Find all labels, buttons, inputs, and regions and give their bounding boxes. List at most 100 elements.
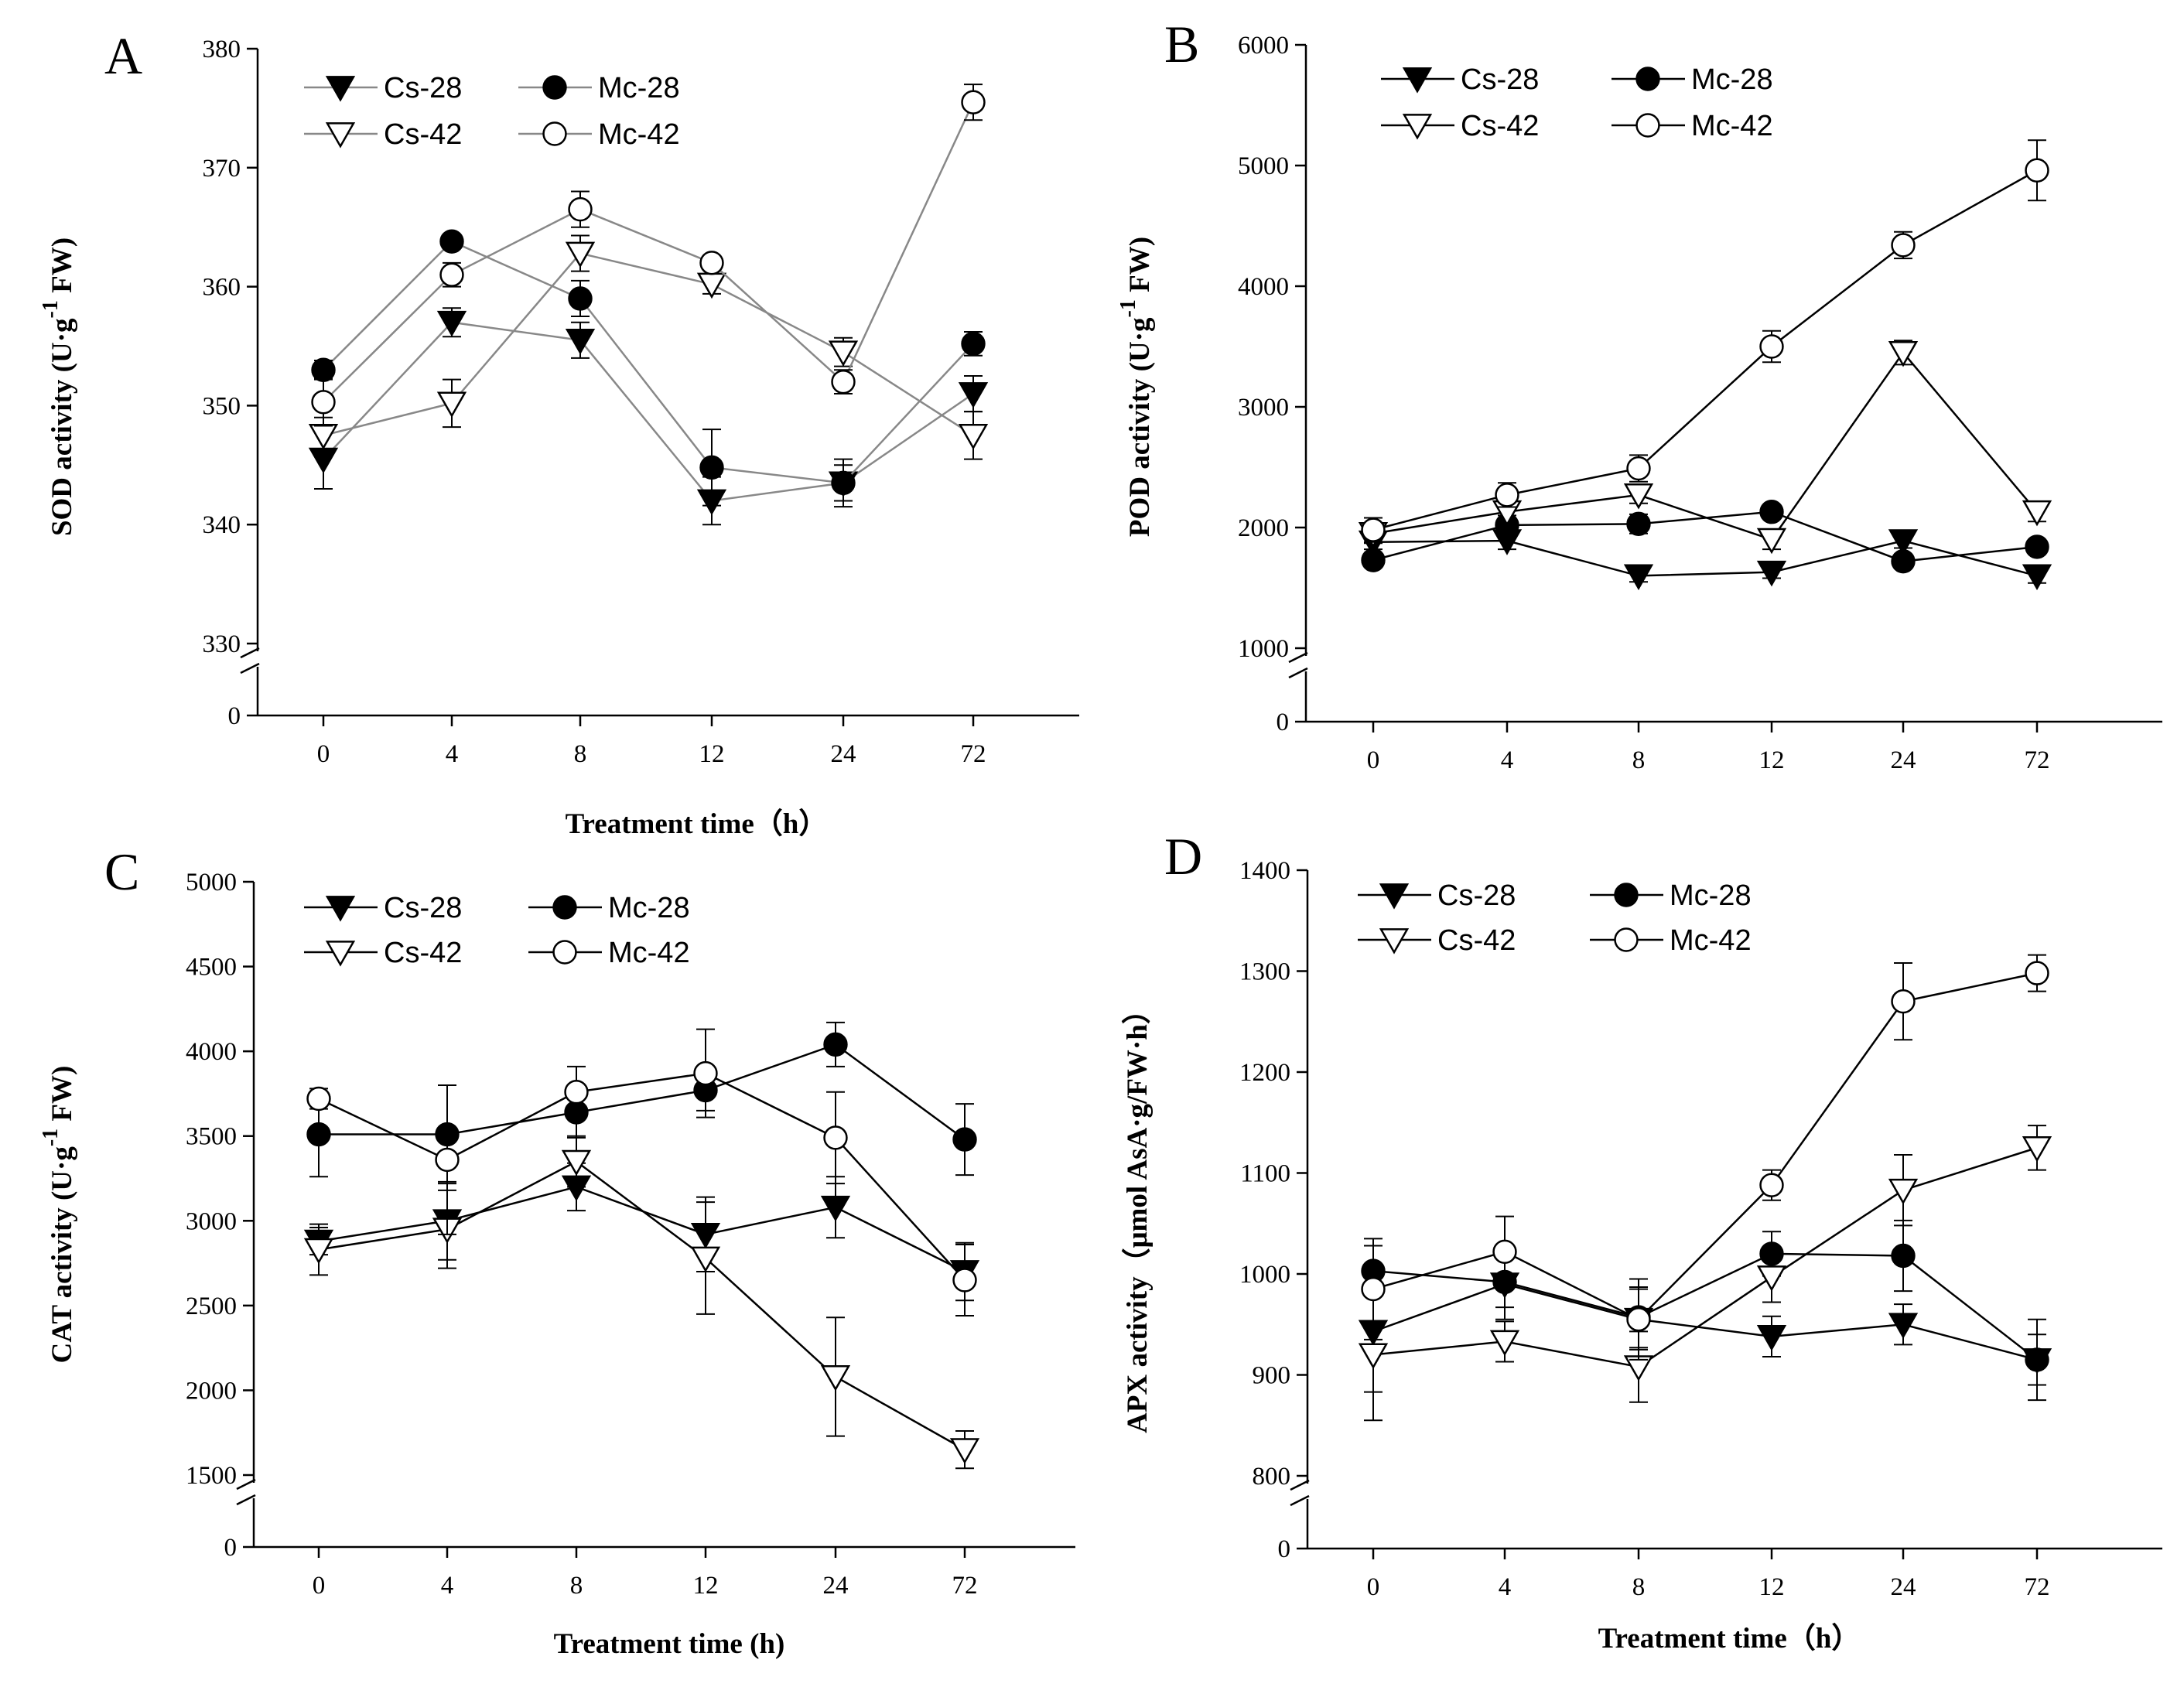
data-point [303,1238,334,1265]
y-axis-title-sup: -1 [39,300,63,318]
axes: 0 1500 2000 2500 3000 3500 4000 4500 5000 0 4 8 12 24… [186,869,1075,1600]
panel-letter: D [1164,827,1202,886]
data-point [1759,1173,1784,1197]
y-tick-label: 0 [224,1534,238,1562]
legend-item-Cs-42: Cs-42 [304,937,462,969]
series-line [1372,169,2038,531]
axis-break-mark [1290,1479,1310,1491]
axis-break-mark [1288,651,1308,664]
y-axis-title-sup: -1 [1116,299,1140,317]
data-point [831,369,856,394]
x-tick-label: 0 [1367,746,1380,774]
legend-label: Cs-42 [384,118,462,151]
y-axis-title-tail: FW) [46,1066,78,1129]
data-point [952,1127,977,1152]
data-point [690,1246,721,1273]
y-tick-label: 380 [203,36,241,63]
legend-item-Mc-42: Mc-42 [1590,924,1752,957]
legend-label: Mc-28 [1691,63,1773,96]
data-point [435,1147,460,1173]
data-point [1756,560,1787,587]
y-tick-label: 1500 [186,1462,237,1490]
series-line [1372,1252,2038,1361]
y-tick-label: 1000 [1239,1261,1290,1289]
y-tick-label: 0 [1278,1535,1291,1563]
legend: Cs-28 Mc-28 Cs-42 Mc-42 [304,72,680,151]
legend-item-Mc-42: Mc-42 [1612,110,1773,142]
data-point [958,382,989,408]
series-line [319,1043,966,1141]
data-point [1891,548,1916,574]
data-point [2022,500,2052,527]
data-point [1888,1313,1919,1339]
data-point [1756,528,1787,555]
legend-marker [542,121,567,146]
y-tick-label: 3000 [186,1207,237,1235]
data-point [1626,511,1651,537]
panel-letter: C [104,842,139,901]
data-point [1626,456,1651,481]
series-Mc-42 [311,84,986,427]
legend: Cs-28 Mc-28 Cs-42 Mc-42 [1381,63,1773,142]
y-tick-label: 0 [1277,709,1290,736]
series-line [323,101,975,403]
legend-item-Mc-28: Mc-28 [528,892,690,924]
data-point [823,1032,848,1057]
data-point [2025,534,2049,559]
legend-label: Mc-28 [598,72,680,104]
y-tick-label: 0 [228,702,241,730]
series-Cs-28 [1358,1248,2052,1402]
panel-D: D 0 800 900 1000 1100 1200 1300 1400 0 4 8 12 24 72 APX… [1121,827,2162,1655]
data-point [564,1080,589,1105]
data-point [831,470,856,496]
series-Mc-28 [1361,500,2049,574]
series-Cs-42 [303,1135,980,1470]
axes: 0 330 340 350 360 370 380 0 4 8 12 24 72 [203,36,1079,768]
data-point [958,424,989,450]
data-point [2025,1347,2049,1372]
y-tick-label: 4000 [1238,273,1289,301]
legend-marker [1402,114,1433,140]
data-point [1492,1239,1517,1264]
y-axis-title-main: APX activity（μmol AsA·g/FW·h） [1121,995,1154,1433]
panel-C: C 0 1500 2000 2500 3000 3500 4000 4500 5000 0 4 8 12 2… [39,842,1075,1660]
y-tick-label: 360 [203,274,241,302]
data-point [1759,334,1784,359]
legend-label: Mc-42 [598,118,680,151]
legend-marker [1402,67,1433,94]
legend-marker [325,941,356,967]
x-tick-label: 8 [1632,746,1646,774]
legend-marker [325,896,356,922]
legend-item-Mc-42: Mc-42 [518,118,680,151]
data-point [949,1438,980,1464]
y-axis-title-main: CAT activity (U·g [46,1146,78,1364]
legend-item-Cs-42: Cs-42 [1381,110,1539,142]
data-point [1495,483,1519,507]
data-point [1361,1276,1386,1302]
legend-label: Cs-28 [384,892,462,924]
legend-label: Cs-42 [1461,110,1539,142]
legend-label: Mc-42 [608,937,690,969]
series-line [323,252,974,437]
series-line [318,1072,966,1281]
series-Mc-42 [306,1028,977,1317]
x-tick-label: 12 [1759,1573,1785,1601]
data-point [828,340,859,367]
legend-marker [1635,113,1660,138]
x-tick-label: 24 [1891,746,1916,774]
series-Mc-28 [306,1021,977,1185]
y-axis-title-main: SOD activity (U·g [46,318,78,536]
data-point [952,1268,977,1293]
legend-item-Mc-42: Mc-42 [528,937,690,969]
y-axis-title-tail: FW) [1124,237,1156,299]
axis-break-mark [240,662,260,674]
data-point [961,331,986,357]
data-point [1888,529,1919,555]
y-tick-label: 4000 [186,1038,237,1066]
legend-item-Cs-42: Cs-42 [1358,924,1516,957]
x-tick-label: 12 [699,740,725,768]
y-tick-label: 330 [203,630,241,658]
data-point [565,241,596,268]
series-line [1372,539,2038,577]
data-point [1626,1307,1651,1332]
